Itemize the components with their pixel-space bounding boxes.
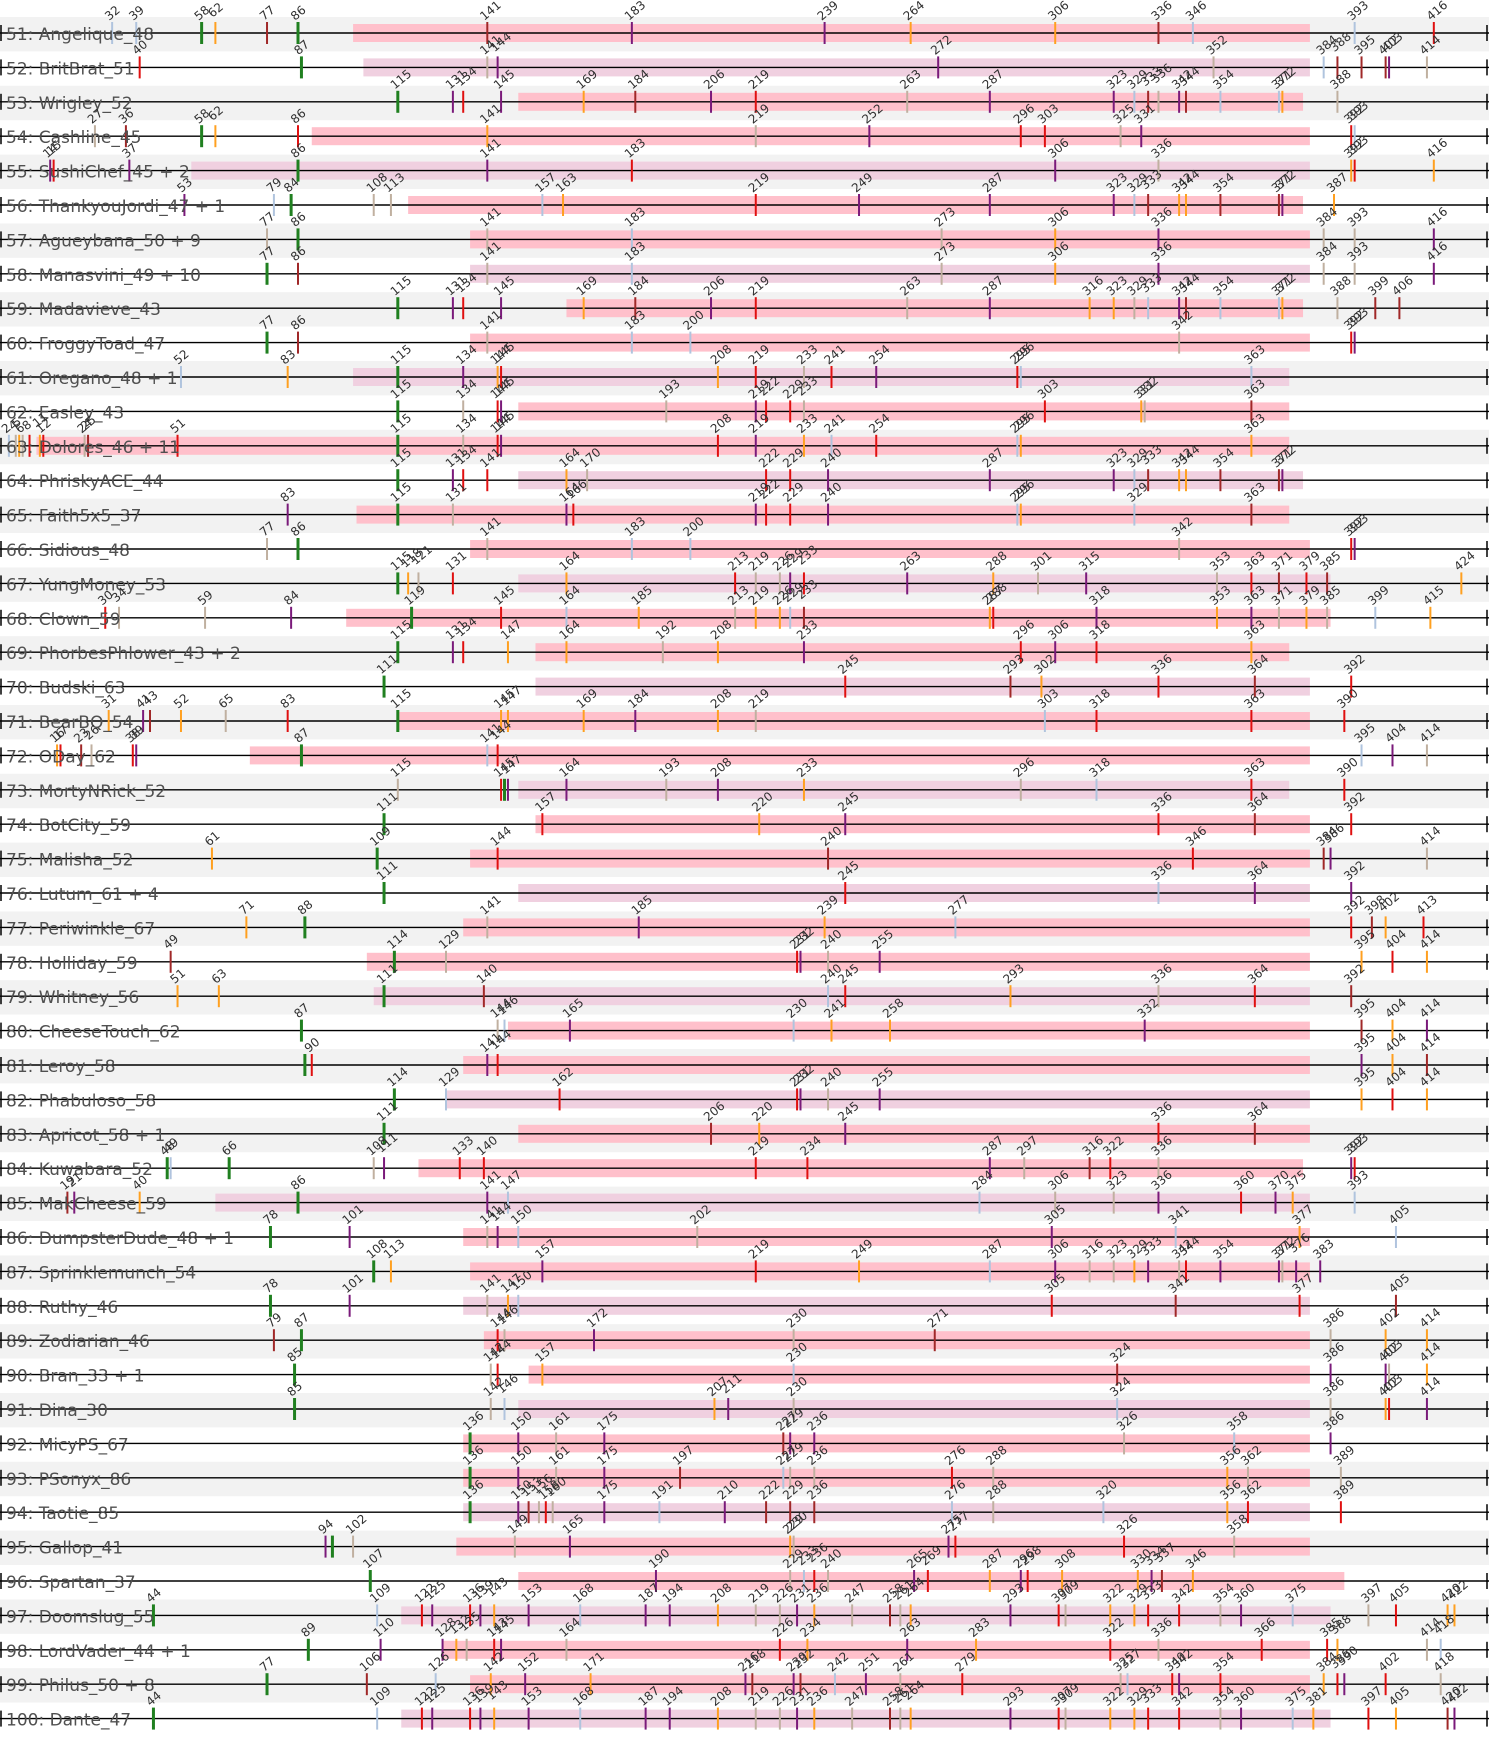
row-label: 67: YungMoney_53 <box>6 575 166 595</box>
row-label: 68: Clown_59 <box>6 610 121 630</box>
row-label: 64: PhriskyACE_44 <box>6 472 164 492</box>
row-label: 100: Dante_47 <box>6 1711 131 1731</box>
row-label: 54: Cashline_45 <box>6 128 142 148</box>
row-label: 91: Dina_30 <box>6 1401 108 1421</box>
row-label: 63: Dolores_46 + 11 <box>6 438 180 458</box>
row-label: 52: BritBrat_51 <box>6 59 135 79</box>
row-label: 82: Phabuloso_58 <box>6 1091 156 1111</box>
row-label: 51: Angelique_48 <box>6 25 154 45</box>
row-label: 70: Budski_63 <box>6 679 126 699</box>
row-label: 85: MakCheese_59 <box>6 1195 167 1215</box>
row-label: 80: CheeseTouch_62 <box>6 1023 181 1043</box>
row-label: 87: Sprinklemunch_54 <box>6 1263 196 1283</box>
row-label: 76: Lutum_61 + 4 <box>6 885 159 905</box>
row-label: 95: Gallop_41 <box>6 1539 123 1559</box>
row-label: 60: FroggyToad_47 <box>6 335 165 355</box>
row-label: 62: Easley_43 <box>6 403 124 423</box>
row-label: 73: MortyNRick_52 <box>6 782 166 802</box>
row-label: 66: Sidious_48 <box>6 541 130 561</box>
row-label: 53: Wrigley_52 <box>6 94 133 114</box>
row-label: 84: Kuwabara_52 <box>6 1160 153 1180</box>
row-label: 58: Manasvini_49 + 10 <box>6 266 201 286</box>
row-label: 97: Doomslug_55 <box>6 1607 155 1627</box>
row-label: 96: Spartan_37 <box>6 1573 136 1593</box>
row-label: 57: Agueybana_50 + 9 <box>6 231 201 251</box>
row-label: 92: MicyPS_67 <box>6 1435 129 1455</box>
row-label: 94: Taotie_85 <box>6 1504 119 1524</box>
row-label: 89: Zodiarian_46 <box>6 1332 150 1352</box>
row-label: 78: Holliday_59 <box>6 954 138 974</box>
row-label: 79: Whitney_56 <box>6 988 139 1008</box>
row-label: 65: Faith5x5_37 <box>6 507 141 527</box>
row-label: 55: SushiChef_45 + 2 <box>6 163 190 183</box>
row-label: 56: ThankyouJordi_47 + 1 <box>6 197 225 217</box>
row-label: 77: Periwinkle_67 <box>6 919 155 939</box>
row-label: 98: LordVader_44 + 1 <box>6 1642 191 1662</box>
row-label: 88: Ruthy_46 <box>6 1298 118 1318</box>
row-label: 72: ODay_62 <box>6 747 116 767</box>
row-label: 93: PSonyx_86 <box>6 1470 131 1490</box>
row-label: 61: Oregano_48 + 1 <box>6 369 178 389</box>
row-label: 75: Malisha_52 <box>6 851 133 871</box>
row-label: 90: Bran_33 + 1 <box>6 1367 145 1387</box>
row-label: 71: BearBQ_54 <box>6 713 133 733</box>
row-label: 99: Philus_50 + 8 <box>6 1676 155 1696</box>
row-label: 83: Apricot_58 + 1 <box>6 1126 165 1146</box>
row-label: 81: Leroy_58 <box>6 1057 116 1077</box>
row-label: 69: PhorbesPhlower_43 + 2 <box>6 644 241 664</box>
row-label: 86: DumpsterDude_48 + 1 <box>6 1229 234 1249</box>
row-label: 59: Madavieve_43 <box>6 300 161 320</box>
row-label: 74: BotCity_59 <box>6 816 131 836</box>
